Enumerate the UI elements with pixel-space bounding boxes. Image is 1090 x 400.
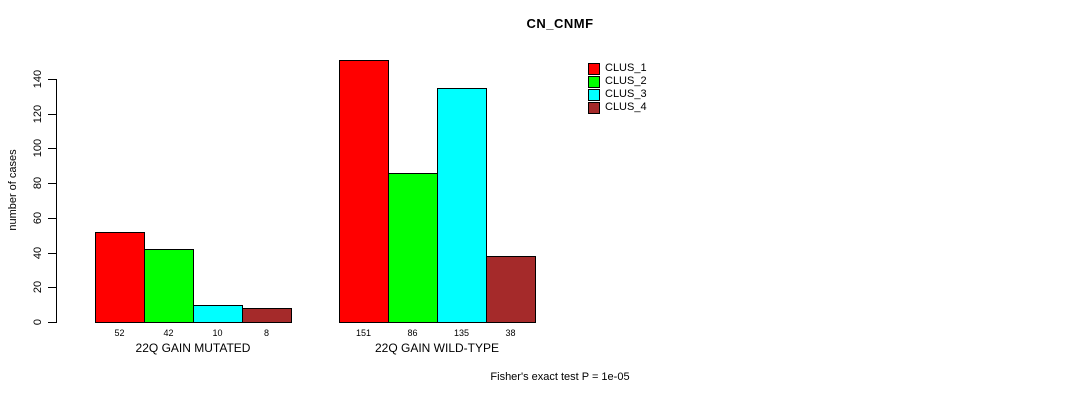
bar-value-label: 10 [212,328,223,338]
bar-value-label: 52 [114,328,125,338]
y-tick [48,322,56,323]
bar-clus_3 [437,87,487,323]
legend-swatch [588,101,600,114]
group-axis-label: 22Q GAIN MUTATED [135,341,251,355]
y-tick-label: 80 [32,177,44,190]
bar-clus_1 [95,231,145,323]
y-tick [48,183,56,185]
annotation-text: Fisher's exact test P = 1e-05 [490,371,630,383]
y-tick-label: 40 [32,246,44,259]
y-tick-label: 140 [32,69,44,89]
legend-item: CLUS_2 [588,75,647,88]
legend-swatch [588,62,600,75]
bar-clus_2 [144,249,194,323]
bar-value-label: 8 [263,328,269,338]
y-tick-label: 0 [32,318,44,326]
legend-swatch [588,75,600,88]
legend-item: CLUS_1 [588,62,647,75]
bar-clus_4 [486,256,536,323]
y-tick-label: 60 [32,211,44,224]
y-axis-line [56,79,57,323]
y-tick [48,79,56,80]
bar-value-label: 151 [355,328,372,338]
bar-clus_1 [339,59,389,323]
y-tick [48,287,56,289]
legend-item: CLUS_4 [588,101,647,114]
legend-label: CLUS_3 [605,88,647,100]
y-tick [48,252,56,254]
bar-value-label: 135 [453,328,470,338]
legend-label: CLUS_1 [605,62,647,74]
y-tick [48,148,56,150]
legend-label: CLUS_2 [605,75,647,87]
legend-label: CLUS_4 [605,101,647,113]
chart-title: CN_CNMF [526,16,594,31]
y-tick [48,217,56,219]
legend-swatch [588,88,600,101]
y-tick-label: 100 [32,139,44,158]
bar-value-label: 38 [505,328,516,338]
bar-value-label: 86 [407,328,418,338]
bar-clus_2 [388,172,438,323]
legend: CLUS_1 CLUS_2 CLUS_3 CLUS_4 [588,62,647,114]
group-axis-label: 22Q GAIN WILD-TYPE [374,341,500,355]
y-tick-label: 20 [32,281,44,294]
y-tick [48,113,56,115]
bar-value-label: 42 [163,328,174,338]
y-axis-label: number of cases [7,149,19,231]
bar-clus_3 [193,304,243,323]
bar-clus_4 [242,308,292,323]
y-tick-label: 120 [32,104,44,123]
legend-item: CLUS_3 [588,88,647,101]
